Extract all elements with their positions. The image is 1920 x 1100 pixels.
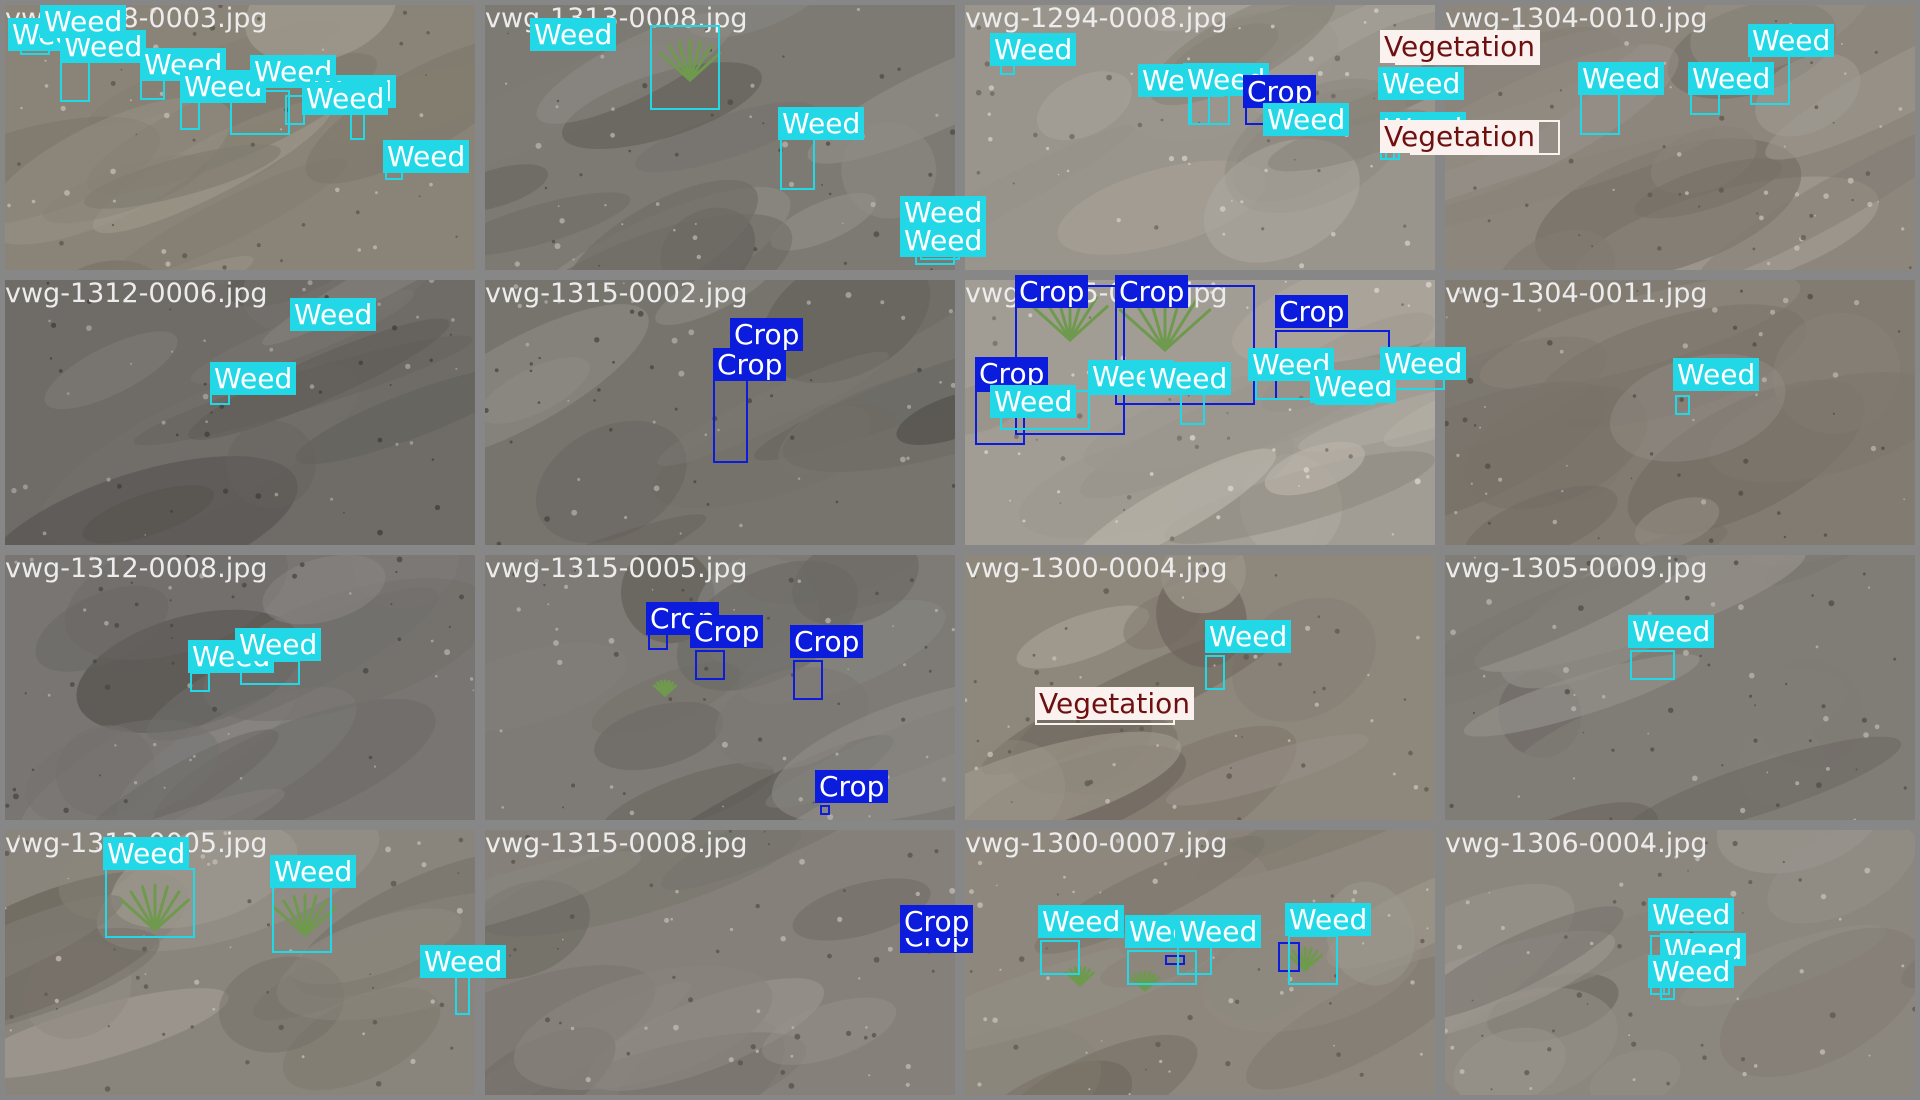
weed-bounding-box xyxy=(650,25,720,110)
weed-bounding-box xyxy=(1177,945,1212,975)
weed-label: Weed xyxy=(1648,898,1735,931)
weed-label: Weed xyxy=(1145,362,1232,395)
vegetation-label: Vegetation xyxy=(1035,687,1194,720)
soil-photo xyxy=(1445,830,1915,1095)
weed-bounding-box xyxy=(780,135,815,190)
image-tile: vwg-1315-0005.jpg Crop Crop Crop Crop xyxy=(480,550,960,825)
weed-bounding-box xyxy=(1205,655,1225,690)
image-tile: vwg-1300-0004.jpg Weed Vegetation xyxy=(960,550,1440,825)
soil-photo xyxy=(965,5,1435,270)
crop-bounding-box xyxy=(695,650,725,680)
image-tile: vwg-1318-0003.jpg Weed Weed Weed Weed Weed Wee… xyxy=(0,0,480,275)
weed-label: Weed xyxy=(1263,103,1350,136)
weed-bounding-box xyxy=(1127,950,1197,985)
weed-label: Weed xyxy=(103,837,190,870)
image-tile: vwg-1294-0008.jpg Weed Weed Crop Weed Weed Wee… xyxy=(960,0,1560,275)
weed-label: Weed xyxy=(530,18,617,51)
crop-label: Crop xyxy=(690,615,764,648)
weed-label: Weed xyxy=(778,107,865,140)
weed-bounding-box xyxy=(1288,935,1338,985)
image-tile: vwg-1304-0011.jpg Weed xyxy=(1440,275,1920,550)
weed-label: Weed xyxy=(1628,615,1715,648)
crop-label: Crop xyxy=(1275,295,1349,328)
crop-label: Crop xyxy=(1115,275,1189,308)
soil-photo xyxy=(485,280,955,545)
soil-photo xyxy=(1445,555,1915,820)
crop-label: Crop xyxy=(1243,75,1317,108)
crop-bounding-box xyxy=(793,660,823,700)
soil-photo xyxy=(965,830,1435,1095)
weed-bounding-box xyxy=(1040,940,1080,975)
weed-label: Weed xyxy=(900,196,987,229)
weed-label: Weed xyxy=(1285,903,1372,936)
weed-bounding-box xyxy=(190,672,210,692)
image-tile: vwg-1295-0012.jpg Crop Crop Crop Crop Weed Wee… xyxy=(960,275,1467,550)
soil-photo xyxy=(485,830,955,1095)
crop-label: Crop xyxy=(815,770,889,803)
crop-label: Crop xyxy=(790,625,864,658)
soil-photo xyxy=(5,555,475,820)
crop-label: Crop xyxy=(1015,275,1089,308)
weed-bounding-box xyxy=(105,868,195,938)
weed-label: Weed xyxy=(383,140,470,173)
weed-label: Weed xyxy=(900,224,987,257)
weed-label: Weed xyxy=(1673,358,1760,391)
weed-label: Weed xyxy=(1038,905,1125,938)
weed-label: Weed xyxy=(1578,62,1665,95)
weed-label: Weed xyxy=(1378,67,1465,100)
soil-photo xyxy=(5,280,475,545)
weed-label: Weed xyxy=(1688,62,1775,95)
vegetation-label: Vegetation xyxy=(1380,120,1539,153)
weed-bounding-box xyxy=(1675,395,1690,415)
crop-label: Crop xyxy=(730,318,804,351)
weed-label: Weed xyxy=(302,82,389,115)
weed-label: Weed xyxy=(990,385,1077,418)
weed-label: Weed xyxy=(1648,955,1735,988)
weed-label: Weed xyxy=(40,5,127,38)
soil-photo xyxy=(485,5,955,270)
crop-label: Crop xyxy=(975,357,1049,390)
soil-photo xyxy=(1445,280,1915,545)
weed-label: Weed xyxy=(420,945,507,978)
weed-label: Weed xyxy=(290,298,377,331)
image-tile: vwg-1312-0006.jpg Weed Weed xyxy=(0,275,480,550)
weed-label: Weed xyxy=(990,33,1077,66)
crop-label: Crop xyxy=(713,348,787,381)
weed-bounding-box xyxy=(1580,90,1620,135)
crop-label: Crop xyxy=(900,905,974,938)
vegetation-label: Vegetation xyxy=(1380,30,1539,63)
soil-photo xyxy=(5,830,475,1095)
image-tile: vwg-1305-0009.jpg Weed xyxy=(1440,550,1920,825)
weed-label: Weed xyxy=(210,362,297,395)
weed-label: Weed xyxy=(270,855,357,888)
crop-bounding-box xyxy=(820,805,830,815)
weed-label: Weed xyxy=(235,628,322,661)
crop-bounding-box xyxy=(1165,955,1185,965)
image-tile: vwg-1306-0004.jpg Weed Weed Weed xyxy=(1440,825,1920,1100)
weed-bounding-box xyxy=(1180,390,1205,425)
image-tile: vwg-1312-0008.jpg Weed Weed xyxy=(0,550,480,825)
weed-label: Weed xyxy=(1380,347,1467,380)
image-tile: vwg-1300-0007.jpg Weed Weed Weed Weed xyxy=(960,825,1440,1100)
weed-label: Weed xyxy=(1748,24,1835,57)
weed-bounding-box xyxy=(60,57,90,102)
weed-label: Weed xyxy=(1205,620,1292,653)
weed-label: Weed xyxy=(1175,915,1262,948)
weed-bounding-box xyxy=(1630,650,1675,680)
image-tile: vwg-1315-0002.jpg Crop Crop xyxy=(480,275,960,550)
